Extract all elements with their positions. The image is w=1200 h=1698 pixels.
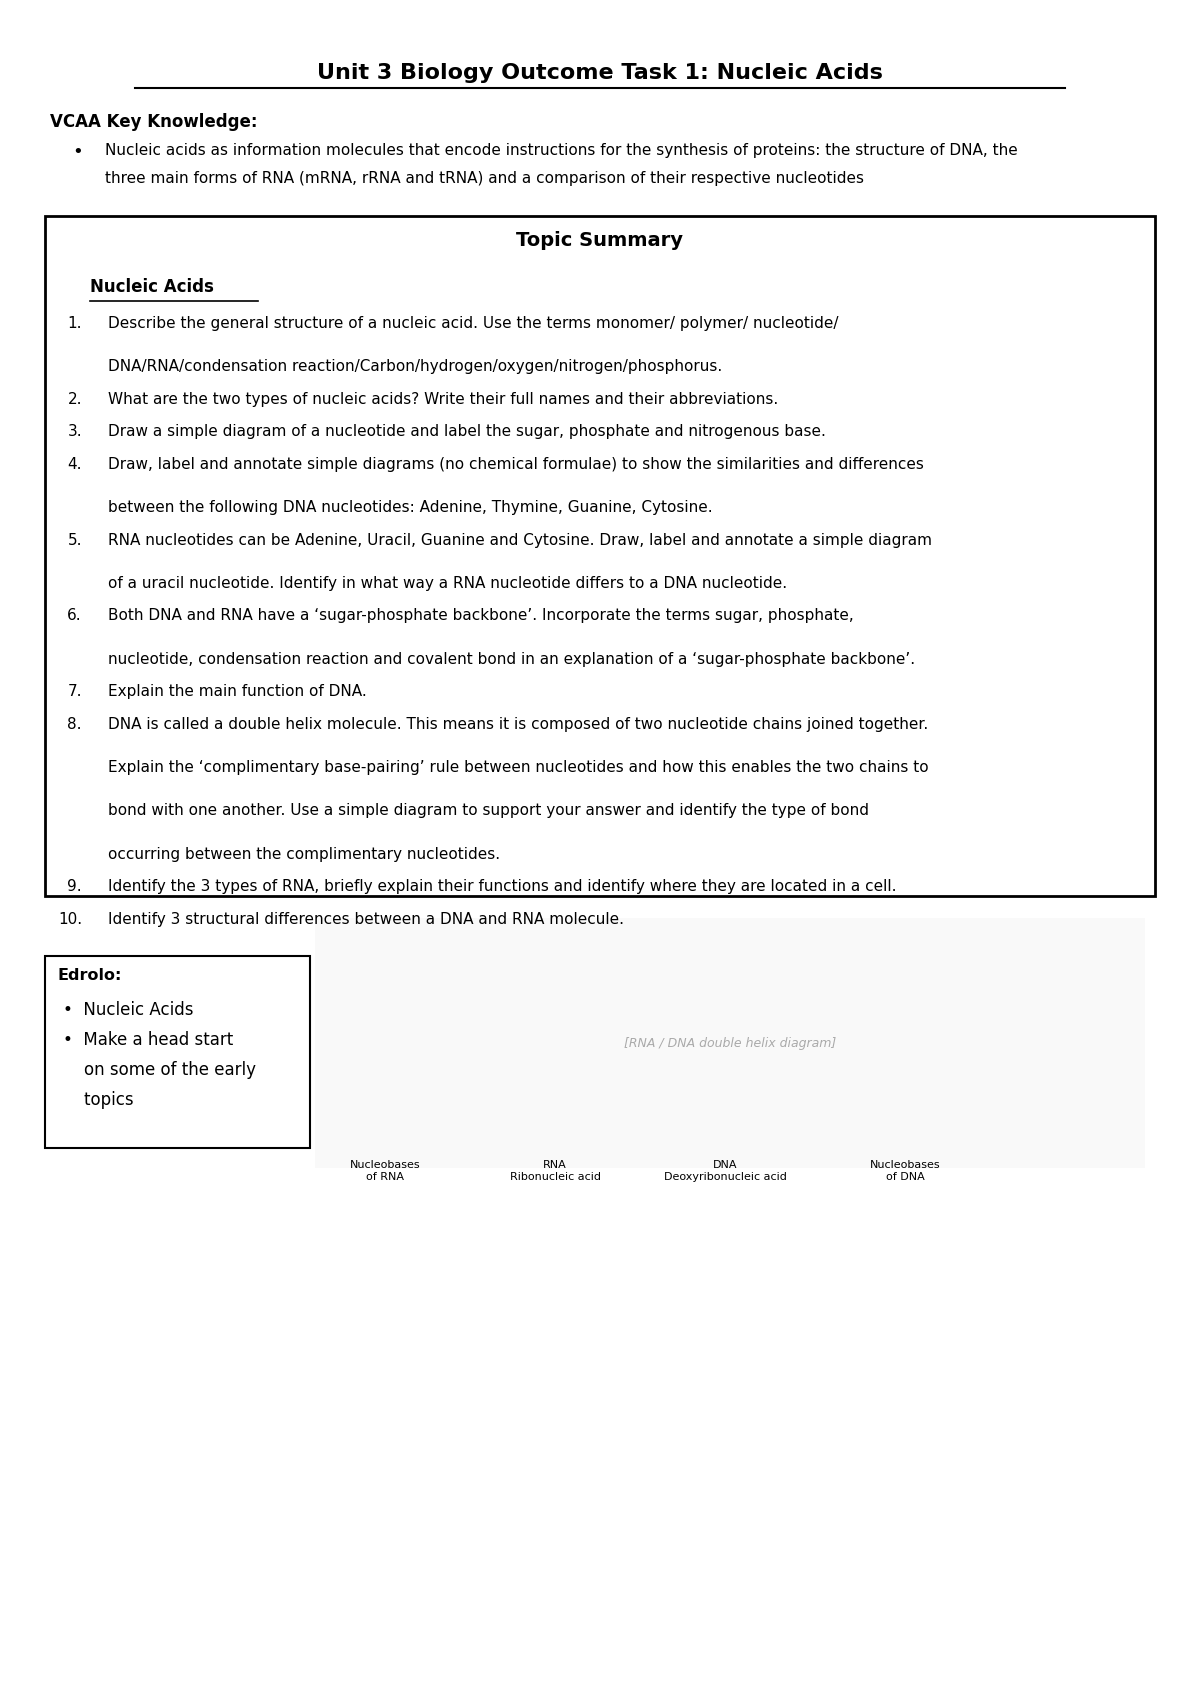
Text: 5.: 5.: [67, 533, 82, 548]
Text: Unit 3 Biology Outcome Task 1: Nucleic Acids: Unit 3 Biology Outcome Task 1: Nucleic A…: [317, 63, 883, 83]
Text: 10.: 10.: [58, 912, 82, 927]
Text: •: •: [72, 143, 83, 161]
Text: bond with one another. Use a simple diagram to support your answer and identify : bond with one another. Use a simple diag…: [108, 803, 869, 818]
Text: nucleotide, condensation reaction and covalent bond in an explanation of a ‘suga: nucleotide, condensation reaction and co…: [108, 652, 916, 667]
Text: What are the two types of nucleic acids? Write their full names and their abbrev: What are the two types of nucleic acids?…: [108, 392, 779, 408]
Text: of a uracil nucleotide. Identify in what way a RNA nucleotide differs to a DNA n: of a uracil nucleotide. Identify in what…: [108, 576, 787, 591]
Text: DNA/RNA/condensation reaction/Carbon/hydrogen/oxygen/nitrogen/phosphorus.: DNA/RNA/condensation reaction/Carbon/hyd…: [108, 360, 722, 374]
Text: 3.: 3.: [67, 424, 82, 440]
Text: Nucleobases
of DNA: Nucleobases of DNA: [870, 1160, 941, 1182]
Text: between the following DNA nucleotides: Adenine, Thymine, Guanine, Cytosine.: between the following DNA nucleotides: A…: [108, 501, 713, 514]
Text: Nucleic Acids: Nucleic Acids: [90, 278, 214, 295]
Text: topics: topics: [64, 1092, 133, 1109]
Text: Draw, label and annotate simple diagrams (no chemical formulae) to show the simi: Draw, label and annotate simple diagrams…: [108, 457, 924, 472]
Text: Nucleic acids as information molecules that encode instructions for the synthesi: Nucleic acids as information molecules t…: [106, 143, 1018, 158]
Text: 6.: 6.: [67, 608, 82, 623]
Text: 2.: 2.: [67, 392, 82, 408]
Text: Draw a simple diagram of a nucleotide and label the sugar, phosphate and nitroge: Draw a simple diagram of a nucleotide an…: [108, 424, 826, 440]
Text: DNA
Deoxyribonucleic acid: DNA Deoxyribonucleic acid: [664, 1160, 786, 1182]
Text: •  Nucleic Acids: • Nucleic Acids: [64, 1002, 193, 1019]
Text: Topic Summary: Topic Summary: [516, 231, 684, 250]
Text: VCAA Key Knowledge:: VCAA Key Knowledge:: [50, 114, 258, 131]
Text: Explain the main function of DNA.: Explain the main function of DNA.: [108, 684, 367, 700]
Text: 8.: 8.: [67, 717, 82, 732]
Text: RNA
Ribonucleic acid: RNA Ribonucleic acid: [510, 1160, 600, 1182]
Text: •  Make a head start: • Make a head start: [64, 1031, 233, 1049]
Text: 9.: 9.: [67, 880, 82, 895]
Text: Identify the 3 types of RNA, briefly explain their functions and identify where : Identify the 3 types of RNA, briefly exp…: [108, 880, 896, 895]
Text: Explain the ‘complimentary base-pairing’ rule between nucleotides and how this e: Explain the ‘complimentary base-pairing’…: [108, 761, 929, 774]
Text: 7.: 7.: [67, 684, 82, 700]
Text: 1.: 1.: [67, 316, 82, 331]
Text: 4.: 4.: [67, 457, 82, 472]
Text: Both DNA and RNA have a ‘sugar-phosphate backbone’. Incorporate the terms sugar,: Both DNA and RNA have a ‘sugar-phosphate…: [108, 608, 853, 623]
Text: DNA is called a double helix molecule. This means it is composed of two nucleoti: DNA is called a double helix molecule. T…: [108, 717, 929, 732]
Text: RNA nucleotides can be Adenine, Uracil, Guanine and Cytosine. Draw, label and an: RNA nucleotides can be Adenine, Uracil, …: [108, 533, 932, 548]
Text: [RNA / DNA double helix diagram]: [RNA / DNA double helix diagram]: [624, 1036, 836, 1049]
Text: occurring between the complimentary nucleotides.: occurring between the complimentary nucl…: [108, 847, 500, 863]
FancyBboxPatch shape: [46, 956, 310, 1148]
Text: on some of the early: on some of the early: [64, 1061, 256, 1078]
Text: Edrolo:: Edrolo:: [58, 968, 121, 983]
Text: Identify 3 structural differences between a DNA and RNA molecule.: Identify 3 structural differences betwee…: [108, 912, 624, 927]
FancyBboxPatch shape: [46, 216, 1154, 897]
FancyBboxPatch shape: [314, 919, 1145, 1168]
Text: Nucleobases
of RNA: Nucleobases of RNA: [349, 1160, 420, 1182]
Text: three main forms of RNA (mRNA, rRNA and tRNA) and a comparison of their respecti: three main forms of RNA (mRNA, rRNA and …: [106, 171, 864, 187]
Text: Describe the general structure of a nucleic acid. Use the terms monomer/ polymer: Describe the general structure of a nucl…: [108, 316, 839, 331]
